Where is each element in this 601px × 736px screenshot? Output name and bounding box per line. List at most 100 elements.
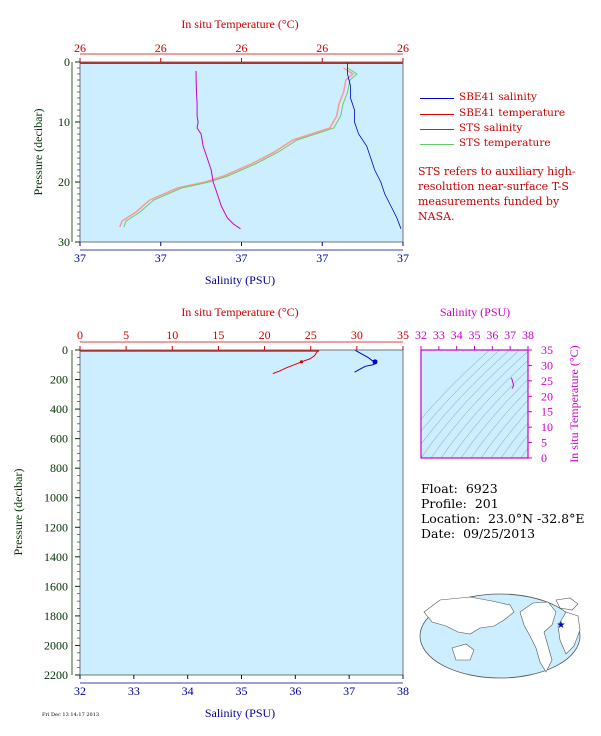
legend-item-sts-temperature: STS temperature <box>459 137 551 149</box>
map-land-eurasia <box>423 596 515 635</box>
bottom-chart-y-tick-label: 400 <box>50 402 68 416</box>
float-row: Float: 6923 <box>421 481 584 496</box>
bottom-ylabel: Pressure (decibar) <box>11 469 25 556</box>
bottom-xlabel: Salinity (PSU) <box>205 706 275 720</box>
float-value: 6923 <box>465 481 498 496</box>
bottom-title: In situ Temperature (°C) <box>181 305 298 319</box>
top-ylabel: Pressure (decibar) <box>31 109 45 196</box>
ts-density-contour <box>510 434 528 458</box>
ts-x-tick-label: 35 <box>469 328 481 342</box>
bottom-chart-bottom-tick-label: 33 <box>128 684 140 698</box>
ts-title: Salinity (PSU) <box>440 305 510 319</box>
location-row: Location: 23.0°N -32.8°E <box>421 511 584 526</box>
ts-density-contour <box>421 350 510 445</box>
float-info: Float: 6923 Profile: 201 Location: 23.0°… <box>421 481 584 541</box>
legend-item-sbe-temperature: SBE41 temperature <box>459 107 566 119</box>
top-series-sbe-salinity <box>347 63 402 229</box>
bottom-chart-top-tick-label: 15 <box>212 328 224 342</box>
bottom-chart-bottom-tick-label: 32 <box>74 684 86 698</box>
ts-density-contour <box>440 360 528 458</box>
ts-density-contour <box>490 410 528 458</box>
top-chart-y-tick-label: 10 <box>58 115 70 129</box>
top-chart-y-tick-label: 30 <box>58 235 70 249</box>
ts-ylabel: In situ Temperature (°C) <box>567 345 581 462</box>
top-chart-y-tick-label: 0 <box>64 55 70 69</box>
ts-density-contour <box>460 379 528 458</box>
bottom-chart-top-tick-label: 20 <box>259 328 271 342</box>
top-chart-top-tick-label: 26 <box>155 41 167 55</box>
bottom-chart-y-tick-label: 1400 <box>44 550 68 564</box>
bottom-chart-y-tick-label: 600 <box>50 432 68 446</box>
ts-density-contour <box>421 350 520 458</box>
ts-x-tick-label: 33 <box>433 328 445 342</box>
top-chart-bottom-tick-label: 37 <box>74 251 86 265</box>
bottom-series-sbe-temperature-marker <box>299 360 304 364</box>
ts-y-tick-label: 20 <box>541 389 553 403</box>
map-land-africa <box>557 611 581 655</box>
bottom-chart-y-tick-label: 2000 <box>44 638 68 652</box>
legend-item-sts-salinity: STS salinity <box>459 122 523 134</box>
map-land-americas <box>519 601 557 673</box>
ts-x-tick-label: 32 <box>415 328 427 342</box>
bottom-chart-y-tick-label: 200 <box>50 373 68 387</box>
top-series-sts-salinity <box>195 71 241 230</box>
top-chart-top-tick-label: 26 <box>236 41 248 55</box>
bottom-chart-top-tick-label: 25 <box>305 328 317 342</box>
location-label: Location: <box>421 511 481 526</box>
top-chart-bottom-tick-label: 37 <box>236 251 248 265</box>
ts-y-tick-label: 30 <box>541 358 553 372</box>
bottom-chart-y-tick-label: 2200 <box>44 668 68 682</box>
top-series-sts-temperature-shadow <box>119 67 355 228</box>
top-plot-area <box>80 62 403 242</box>
top-title: In situ Temperature (°C) <box>181 17 298 31</box>
top-chart-bottom-tick-label: 37 <box>397 251 409 265</box>
legend-item-sbe-salinity: SBE41 salinity <box>459 91 537 103</box>
bottom-chart: 0 5 10 15 20 25 30 35 32 33 34 35 36 37 38 0 200 400 600 80… <box>11 305 409 720</box>
bottom-series-sbe-salinity-marker <box>372 359 378 365</box>
top-chart-bottom-tick-label: 37 <box>316 251 328 265</box>
bottom-series-sbe-temperature <box>272 349 320 375</box>
ts-density-contour <box>421 350 500 432</box>
bottom-chart-bottom-tick-label: 37 <box>343 684 355 698</box>
ts-density-contour <box>500 422 528 458</box>
footer-timestamp: Fri Dec 13 14:17 2013 <box>42 712 100 718</box>
bottom-chart-top-tick-label: 10 <box>166 328 178 342</box>
float-label: Float: <box>421 481 458 496</box>
ts-y-tick-label: 25 <box>541 374 553 388</box>
ts-profile-line <box>510 377 515 389</box>
ts-x-tick-label: 34 <box>451 328 463 342</box>
date-value: 09/25/2013 <box>463 526 536 541</box>
ts-y-tick-label: 35 <box>541 343 553 357</box>
bottom-chart-top-tick-label: 0 <box>77 328 83 342</box>
ts-x-tick-label: 36 <box>486 328 498 342</box>
legend-line-sbe-salinity <box>420 98 454 99</box>
top-chart-bottom-tick-label: 37 <box>155 251 167 265</box>
ts-density-contour <box>470 389 528 458</box>
bottom-chart-bottom-tick-label: 34 <box>182 684 194 698</box>
ts-x-tick-label: 37 <box>504 328 516 342</box>
ts-y-tick-label: 10 <box>541 420 553 434</box>
date-row: Date: 09/25/2013 <box>421 526 584 541</box>
bottom-chart-y-tick-label: 1600 <box>44 579 68 593</box>
float-location-marker: ★ <box>557 620 566 631</box>
top-chart-top-tick-label: 26 <box>397 41 409 55</box>
top-chart-top-tick-label: 26 <box>74 41 86 55</box>
legend-line-sts-salinity <box>420 129 454 130</box>
ts-y-tick-label: 15 <box>541 405 553 419</box>
bottom-chart-top-tick-label: 35 <box>397 328 409 342</box>
ts-y-tick-label: 5 <box>541 436 547 450</box>
legend-line-sts-temperature <box>420 144 454 145</box>
map-land-australia <box>451 643 475 661</box>
sts-note: STS refers to auxiliary high-resolution … <box>418 165 576 223</box>
ts-density-contour <box>430 351 528 458</box>
bottom-chart-bottom-tick-label: 36 <box>289 684 301 698</box>
top-series-sts-temperature <box>123 67 358 228</box>
profile-value: 201 <box>474 496 499 511</box>
ts-x-tick-label: 38 <box>522 328 534 342</box>
bottom-chart-y-tick-label: 800 <box>50 461 68 475</box>
location-value: 23.0°N -32.8°E <box>488 511 585 526</box>
map-land-europe <box>555 597 579 611</box>
profile-label: Profile: <box>421 496 467 511</box>
